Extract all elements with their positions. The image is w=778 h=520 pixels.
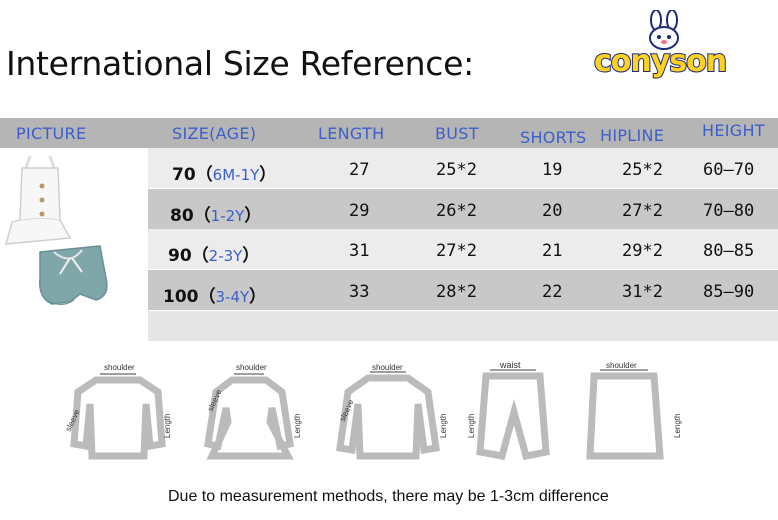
height-cell: 85—90 bbox=[703, 282, 755, 302]
header-bust: BUST bbox=[435, 124, 479, 143]
header-height: HEIGHT bbox=[702, 121, 765, 140]
shoulder-label: shoulder bbox=[104, 363, 135, 372]
height-cell: 70—80 bbox=[703, 201, 755, 221]
brand-logo: conyson bbox=[593, 10, 744, 80]
header-size: SIZE(AGE) bbox=[172, 124, 257, 143]
length-label: Length bbox=[439, 414, 448, 438]
table-row-blank bbox=[148, 311, 778, 341]
jacket-diagram bbox=[336, 371, 440, 460]
waist-label: waist bbox=[499, 360, 521, 370]
sweater-diagram bbox=[70, 373, 166, 460]
table-row bbox=[148, 270, 778, 310]
height-cell: 80—85 bbox=[703, 241, 755, 261]
size-cell: 100（3-4Y） bbox=[163, 287, 267, 307]
product-picture bbox=[0, 148, 148, 342]
length-label: Length bbox=[467, 414, 476, 438]
outfit-image bbox=[4, 155, 108, 305]
header-hipline: HIPLINE bbox=[600, 126, 665, 145]
size-cell: 70（6M-1Y） bbox=[172, 165, 277, 185]
length-cell: 31 bbox=[349, 241, 370, 261]
measurement-diagrams: shoulder shoulder shoulder waist shoulde… bbox=[64, 360, 682, 461]
bust-cell: 28*2 bbox=[436, 282, 477, 302]
length-cell: 29 bbox=[349, 201, 370, 221]
size-cell: 90（2-3Y） bbox=[168, 246, 260, 266]
shoulder-label: shoulder bbox=[372, 363, 403, 372]
shorts-cell: 21 bbox=[542, 241, 563, 261]
shoulder-label: shoulder bbox=[236, 363, 267, 372]
length-cell: 27 bbox=[349, 160, 370, 180]
hipline-cell: 29*2 bbox=[622, 241, 663, 261]
sleeve-label: sleeve bbox=[206, 388, 224, 413]
height-cell: 60—70 bbox=[703, 160, 755, 180]
size-cell: 80（1-2Y） bbox=[170, 206, 262, 226]
dress-diagram bbox=[204, 373, 294, 460]
shoulder-label: shoulder bbox=[606, 361, 637, 370]
page-title: International Size Reference: bbox=[6, 44, 474, 83]
length-label: Length bbox=[673, 414, 682, 438]
bust-cell: 27*2 bbox=[436, 241, 477, 261]
bust-cell: 26*2 bbox=[436, 201, 477, 221]
table-header bbox=[0, 118, 778, 148]
length-label: Length bbox=[163, 414, 172, 438]
logo-text: conyson bbox=[593, 43, 728, 80]
bust-cell: 25*2 bbox=[436, 160, 477, 180]
shorts-cell: 22 bbox=[542, 282, 563, 302]
table-row bbox=[148, 148, 778, 188]
hipline-cell: 27*2 bbox=[622, 201, 663, 221]
shorts-cell: 19 bbox=[542, 160, 563, 180]
bunny-icon bbox=[649, 10, 679, 50]
table-row bbox=[148, 189, 778, 229]
length-label: Length bbox=[293, 414, 302, 438]
measurement-note: Due to measurement methods, there may be… bbox=[168, 488, 609, 505]
shorts-cell: 20 bbox=[542, 201, 563, 221]
vest-diagram bbox=[586, 369, 664, 460]
hipline-cell: 31*2 bbox=[622, 282, 663, 302]
hipline-cell: 25*2 bbox=[622, 160, 663, 180]
header-length: LENGTH bbox=[318, 124, 385, 143]
header-shorts: SHORTS bbox=[520, 128, 587, 147]
length-cell: 33 bbox=[349, 282, 370, 302]
table-row bbox=[148, 229, 778, 269]
pants-diagram bbox=[476, 369, 550, 461]
header-picture: PICTURE bbox=[16, 124, 87, 143]
